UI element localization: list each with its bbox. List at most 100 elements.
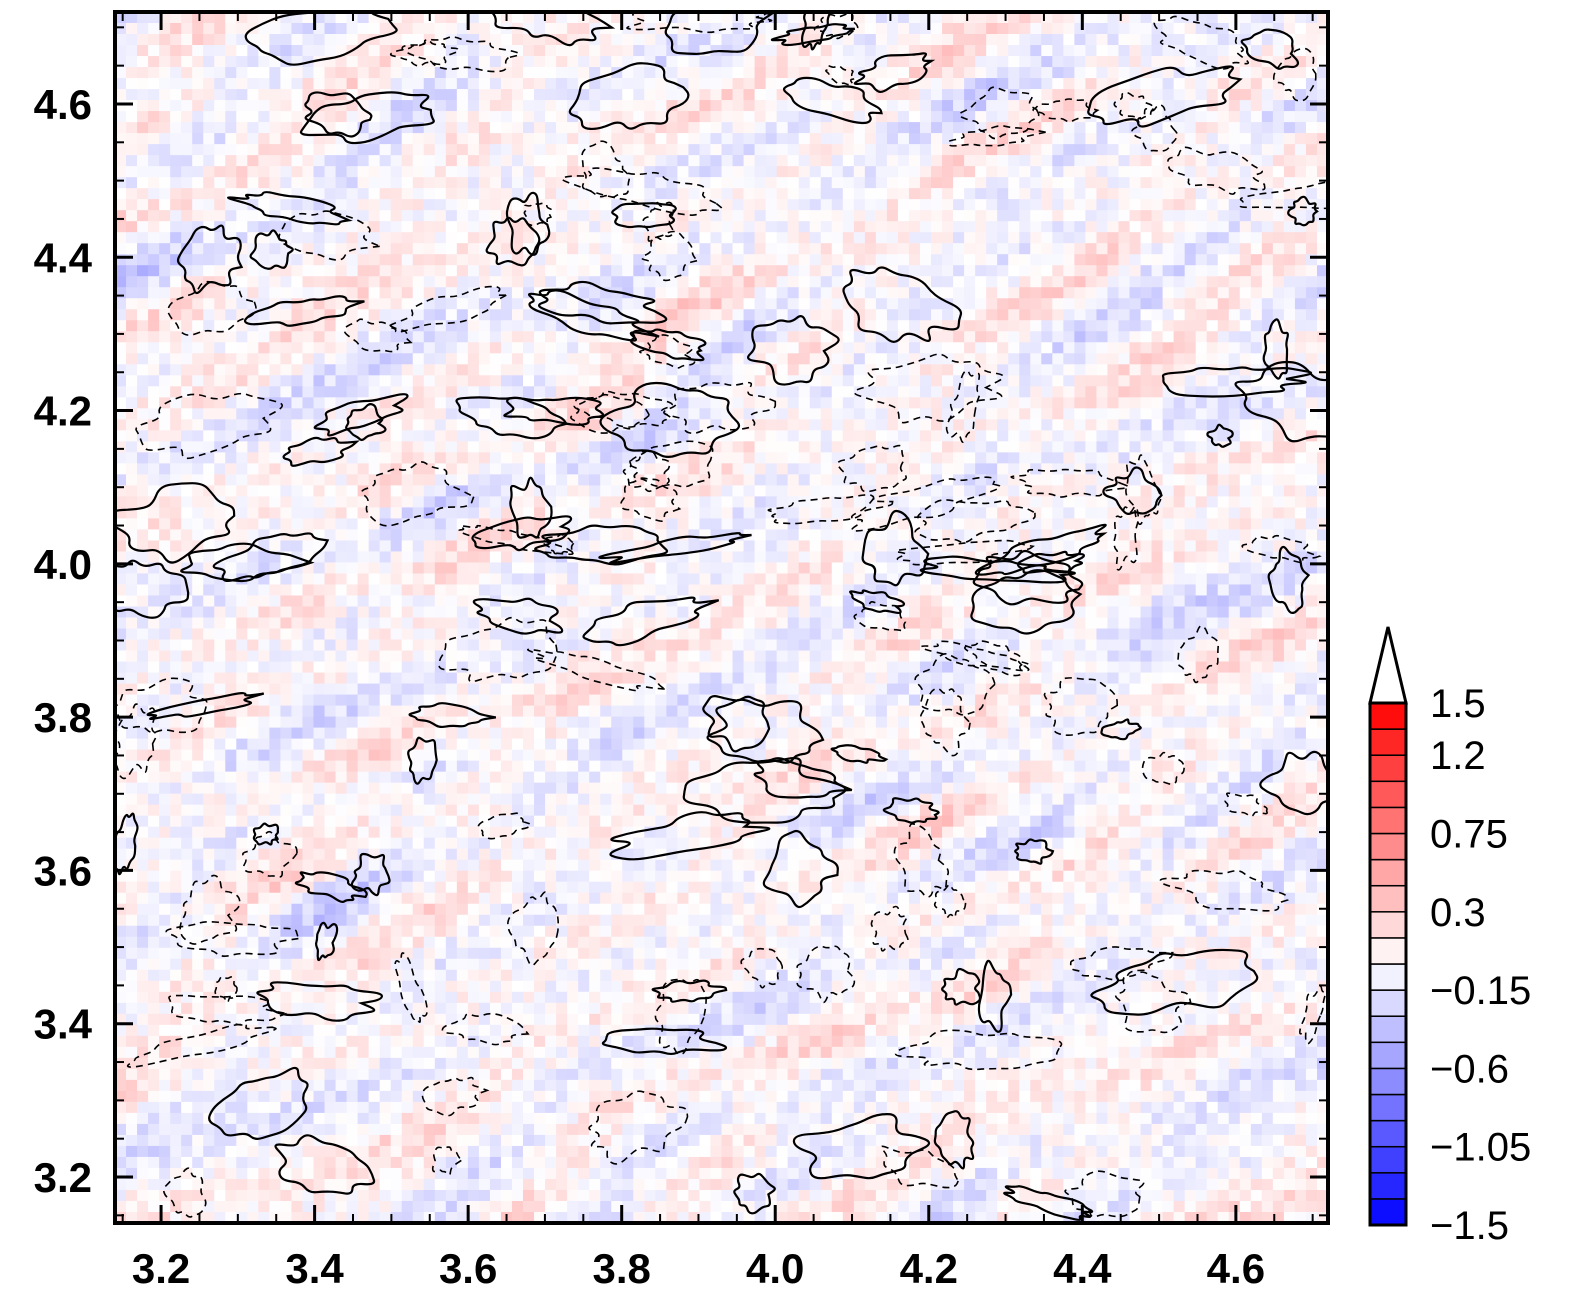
heatmap-cell	[1206, 45, 1219, 57]
heatmap-cell	[1250, 221, 1263, 233]
heatmap-cell	[379, 199, 392, 211]
heatmap-cell	[159, 408, 171, 420]
heatmap-cell	[357, 397, 370, 409]
heatmap-cell	[368, 265, 381, 277]
heatmap-cell	[1283, 177, 1296, 189]
heatmap-cell	[203, 210, 215, 222]
heatmap-cell	[192, 23, 204, 35]
heatmap-cell	[1074, 78, 1086, 90]
heatmap-cell	[302, 507, 315, 520]
heatmap-cell	[666, 485, 678, 497]
heatmap-cell	[666, 474, 678, 486]
heatmap-cell	[743, 331, 756, 343]
heatmap-cell	[820, 441, 833, 453]
heatmap-cell	[1162, 199, 1175, 211]
heatmap-cell	[699, 232, 712, 244]
heatmap-cell	[214, 507, 226, 520]
heatmap-cell	[225, 155, 237, 167]
heatmap-cell	[159, 122, 171, 134]
heatmap-cell	[214, 331, 226, 343]
heatmap-cell	[192, 320, 204, 332]
heatmap-cell	[1272, 287, 1285, 299]
heatmap-cell	[710, 56, 723, 68]
heatmap-cell	[1030, 320, 1042, 332]
heatmap-cell	[203, 188, 215, 200]
heatmap-cell	[534, 144, 546, 156]
heatmap-cell	[688, 221, 701, 233]
heatmap-cell	[170, 23, 182, 35]
heatmap-cell	[754, 243, 767, 255]
heatmap-cell	[390, 155, 403, 167]
heatmap-cell	[600, 133, 612, 145]
heatmap-cell	[280, 507, 293, 520]
heatmap-cell	[908, 364, 921, 376]
heatmap-cell	[1052, 89, 1064, 101]
heatmap-cell	[677, 309, 690, 321]
heatmap-cell	[997, 496, 1009, 509]
heatmap-cell	[1008, 265, 1020, 277]
heatmap-cell	[412, 496, 425, 509]
heatmap-cell	[1063, 386, 1075, 398]
heatmap-cell	[644, 287, 656, 299]
heatmap-cell	[567, 133, 579, 145]
heatmap-cell	[1041, 353, 1053, 365]
heatmap-cell	[489, 485, 502, 497]
heatmap-cell	[964, 474, 976, 486]
heatmap-cell	[148, 12, 160, 24]
heatmap-cell	[953, 331, 965, 343]
heatmap-cell	[986, 430, 998, 442]
heatmap-cell	[809, 199, 822, 211]
heatmap-cell	[699, 485, 712, 497]
heatmap-cell	[423, 496, 436, 509]
heatmap-cell	[666, 78, 678, 90]
heatmap-cell	[1140, 166, 1153, 178]
heatmap-cell	[489, 276, 502, 288]
heatmap-cell	[1052, 331, 1064, 343]
heatmap-cell	[137, 397, 149, 409]
heatmap-cell	[589, 309, 601, 321]
heatmap-cell	[534, 78, 546, 90]
heatmap-cell	[203, 298, 215, 310]
heatmap-cell	[302, 496, 315, 509]
heatmap-cell	[986, 144, 998, 156]
heatmap-cell	[699, 331, 712, 343]
heatmap-cell	[1085, 188, 1098, 200]
heatmap-cell	[324, 23, 337, 35]
heatmap-cell	[798, 155, 811, 167]
heatmap-cell	[148, 232, 160, 244]
heatmap-cell	[401, 199, 414, 211]
heatmap-cell	[1195, 386, 1208, 398]
heatmap-cell	[1019, 23, 1031, 35]
heatmap-cell	[1283, 144, 1296, 156]
heatmap-cell	[942, 100, 954, 112]
heatmap-cell	[170, 34, 182, 46]
heatmap-cell	[1283, 67, 1296, 79]
heatmap-cell	[1041, 375, 1053, 387]
heatmap-cell	[765, 78, 778, 90]
heatmap-cell	[523, 309, 535, 321]
heatmap-cell	[1250, 353, 1263, 365]
heatmap-cell	[368, 221, 381, 233]
heatmap-cell	[986, 496, 998, 509]
heatmap-cell	[1184, 309, 1197, 321]
heatmap-cell	[765, 474, 778, 486]
heatmap-cell	[997, 166, 1009, 178]
heatmap-cell	[964, 56, 976, 68]
heatmap-cell	[534, 133, 546, 145]
heatmap-cell	[578, 408, 590, 420]
heatmap-cell	[346, 342, 359, 354]
heatmap-cell	[1140, 144, 1153, 156]
heatmap-cell	[401, 276, 414, 288]
heatmap-cell	[1030, 309, 1042, 321]
heatmap-cell	[214, 111, 226, 123]
heatmap-cell	[1316, 265, 1328, 277]
heatmap-cell	[721, 287, 734, 299]
heatmap-cell	[556, 12, 568, 24]
heatmap-cell	[942, 144, 954, 156]
heatmap-cell	[1184, 474, 1197, 486]
heatmap-cell	[192, 122, 204, 134]
heatmap-cell	[181, 56, 193, 68]
heatmap-cell	[919, 287, 932, 299]
heatmap-cell	[1195, 375, 1208, 387]
heatmap-cell	[489, 199, 502, 211]
